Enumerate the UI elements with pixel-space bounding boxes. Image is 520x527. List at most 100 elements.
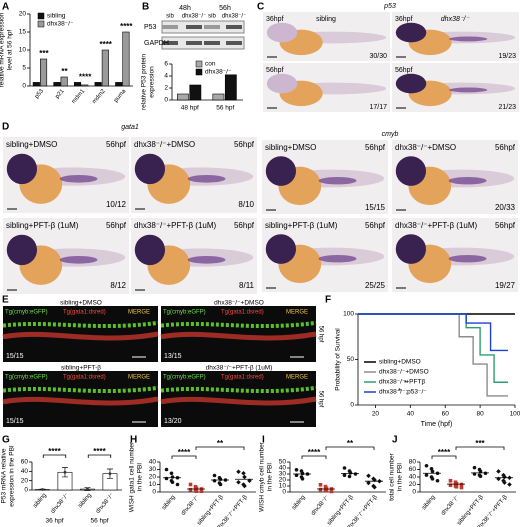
significance: **** xyxy=(48,447,61,456)
x-tick-label: dhx38⁻/⁻ xyxy=(95,492,115,515)
x-tick-label: mdm1 xyxy=(71,88,87,105)
survival-line xyxy=(358,313,509,352)
bar xyxy=(122,31,130,87)
y-tick-label: 60 xyxy=(21,459,29,466)
point xyxy=(472,465,477,470)
y-tick-label: 0 xyxy=(24,487,28,494)
band xyxy=(162,25,178,29)
x-tick-label: sibling xyxy=(291,494,307,511)
panel-letter: G xyxy=(2,435,10,446)
significance-bracket xyxy=(171,455,197,459)
condition-label: sibling+PFT-β (1uM) xyxy=(265,221,338,230)
stage-label: 56 hpf xyxy=(317,326,323,343)
staining xyxy=(449,36,488,42)
x-tick-label: dhx38⁻/⁻ xyxy=(440,494,460,517)
x-tick-label: sibling xyxy=(32,492,48,509)
legend-label: sibling+DMSO xyxy=(379,359,421,366)
stage-label: 56hpf xyxy=(495,221,516,230)
stage-label: 56hpf xyxy=(234,221,255,230)
y-axis-label: level at 56 hpf xyxy=(7,30,14,71)
condition-label: sibling+PFT-β xyxy=(61,365,101,372)
channel-label: Tg(cmyb:eGFP) xyxy=(5,375,48,381)
significance-bracket xyxy=(325,446,375,450)
point xyxy=(347,474,352,479)
significance: **** xyxy=(79,73,92,82)
staining xyxy=(448,177,487,185)
staining xyxy=(59,175,98,183)
point xyxy=(300,471,305,476)
count: 17/17 xyxy=(369,104,387,111)
significance: *** xyxy=(39,49,49,58)
channel-label: Tg(gata1:dsred) xyxy=(221,310,264,316)
y-tick-label: 80 xyxy=(409,459,417,466)
legend-label: dhx38⁻/⁻ xyxy=(47,21,74,28)
y-axis-label: P53 mRNA relative xyxy=(1,448,8,503)
condition-label: sibling+DMSO xyxy=(265,143,316,152)
cells-green xyxy=(2,320,159,329)
column-label: dhx38⁻/⁻ xyxy=(441,16,471,23)
point xyxy=(424,463,429,468)
y-axis-label: relative P53 protein xyxy=(141,54,148,110)
x-tick-label: dhx38⁻/⁻ xyxy=(50,492,70,515)
embryo-head xyxy=(395,156,427,186)
legend-swatch xyxy=(195,60,203,68)
y-tick-label: 2 xyxy=(164,85,168,92)
bar xyxy=(177,93,189,101)
y-tick-label: 60 xyxy=(409,466,417,473)
count: 13/20 xyxy=(164,418,182,425)
point xyxy=(218,482,223,487)
group-label: 36 hpf xyxy=(45,518,63,525)
embryo-head xyxy=(265,234,297,264)
embryo-head xyxy=(266,22,298,43)
x-tick-label: p21 xyxy=(55,88,66,100)
y-axis-label: Probability of Survival xyxy=(335,328,342,391)
gene-title: cmyb xyxy=(382,131,399,138)
legend-swatch xyxy=(37,20,45,28)
x-tick-label: 80 xyxy=(476,411,484,418)
legend-label: dhx38⁻/⁻;p53⁻/⁻ xyxy=(379,389,427,396)
vessel-red xyxy=(2,396,159,406)
y-axis-label: WISH cmyb cell number xyxy=(259,441,266,512)
point xyxy=(459,485,464,490)
stage-label: 56hpf xyxy=(395,67,413,74)
condition-label: sibling+DMSO xyxy=(60,300,102,307)
count: 25/25 xyxy=(365,281,386,290)
x-tick-label: 60 xyxy=(442,411,450,418)
cells-green xyxy=(2,385,159,394)
point xyxy=(342,473,347,478)
point xyxy=(212,473,217,478)
significance-bracket xyxy=(87,454,112,458)
y-tick-label: 20 xyxy=(21,477,29,484)
bar xyxy=(224,74,237,101)
band xyxy=(204,41,220,45)
x-tick-label: sibling xyxy=(421,494,437,511)
y-tick-label: 40 xyxy=(149,459,157,466)
count: 8/12 xyxy=(110,281,126,290)
dot xyxy=(63,470,67,474)
x-tick-label: dhx38⁻/⁻ xyxy=(310,494,330,517)
point xyxy=(242,483,247,489)
significance: ** xyxy=(347,439,354,448)
cells-green xyxy=(160,385,317,394)
channel-label: Tg(cmyb:eGFP) xyxy=(163,310,206,316)
point xyxy=(448,483,453,488)
point xyxy=(502,480,507,485)
legend-label: dhx38⁻/⁻ xyxy=(205,69,232,76)
point xyxy=(175,482,180,487)
significance: **** xyxy=(308,448,321,457)
embryo-head xyxy=(265,156,297,186)
significance: ** xyxy=(217,439,224,448)
bar xyxy=(32,82,40,87)
y-tick-label: 0 xyxy=(282,489,286,496)
y-tick-label: 40 xyxy=(279,465,287,472)
dot xyxy=(41,488,44,491)
point xyxy=(366,480,371,486)
bar xyxy=(115,82,123,87)
channel-label: MERGE xyxy=(286,375,308,381)
channel-label: MERGE xyxy=(128,375,150,381)
stage-label: 56hpf xyxy=(365,221,386,230)
significance-bracket xyxy=(455,446,505,450)
point xyxy=(164,476,169,481)
y-tick-label: 0 xyxy=(22,83,26,90)
